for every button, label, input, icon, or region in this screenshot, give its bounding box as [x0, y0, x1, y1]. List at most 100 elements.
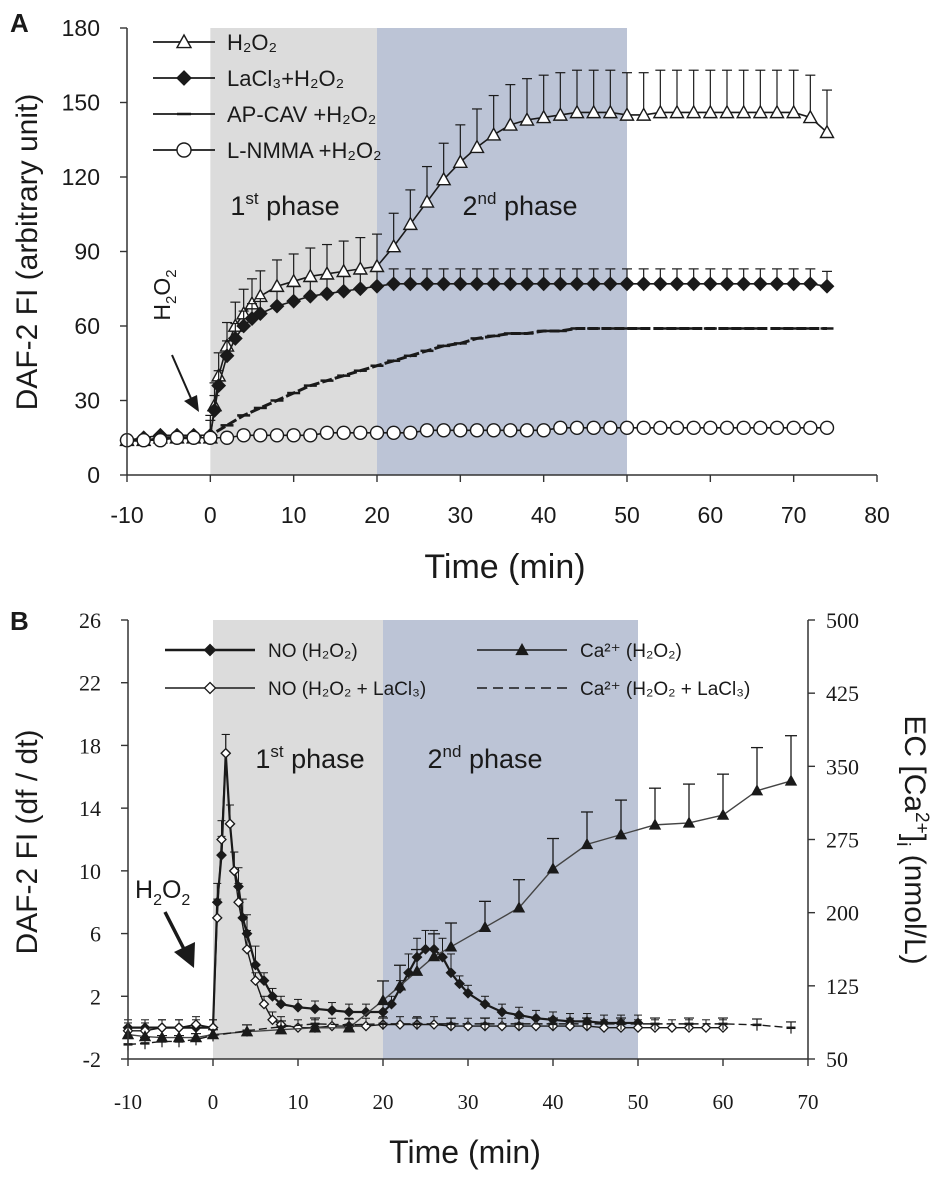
data-point: [387, 426, 400, 439]
data-point: [171, 431, 184, 444]
y2-tick-label: 125: [826, 974, 859, 999]
data-point: [304, 429, 317, 442]
data-point: [637, 277, 650, 290]
legend-marker: [177, 143, 191, 157]
y-axis-label: DAF-2 FI (arbitrary unit): [11, 94, 44, 411]
data-point: [771, 421, 784, 434]
x-tick-label: 0: [204, 502, 217, 528]
data-point: [421, 424, 434, 437]
data-point: [221, 431, 234, 444]
x-tick-label: 60: [698, 502, 724, 528]
x-tick-label: 20: [364, 502, 390, 528]
y2-tick-label: 200: [826, 901, 859, 926]
legend-label: H₂O₂: [227, 30, 277, 55]
y-tick-label: -2: [83, 1047, 101, 1072]
x-tick-label: 30: [458, 1090, 479, 1114]
panel-a: 1st phase 2nd phase -10 0 10 20 30 40 50 60 70 80 0…: [10, 8, 890, 586]
data-point: [704, 277, 717, 290]
arrow-head: [174, 942, 195, 968]
data-point: [154, 434, 167, 447]
y-tick-label: 30: [74, 388, 100, 414]
arrow-shaft: [172, 355, 193, 403]
y-tick-label: 10: [79, 859, 101, 884]
legend-label: L-NMMA +H₂O₂: [227, 138, 382, 163]
x-tick-label: 60: [713, 1090, 734, 1114]
data-point: [487, 424, 500, 437]
annotation-text: H2O2: [149, 269, 180, 320]
x-tick-label: 40: [531, 502, 557, 528]
phase-band-2: [377, 28, 627, 475]
figure: 1st phase 2nd phase -10 0 10 20 30 40 50 60 70 800…: [0, 0, 950, 1180]
data-point: [621, 421, 634, 434]
data-point: [175, 1023, 184, 1032]
data-point: [354, 426, 367, 439]
legend-label: NO (H₂O₂ + LaCl₃): [268, 679, 426, 700]
x-tick-label: 40: [543, 1090, 564, 1114]
x-tick-label: 50: [628, 1090, 649, 1114]
data-point: [321, 426, 334, 439]
data-point: [521, 424, 534, 437]
y-tick-label: 18: [79, 733, 101, 758]
data-point: [554, 421, 567, 434]
legend-marker: [177, 71, 191, 85]
y-axis-label: DAF-2 FI (df / dt): [11, 729, 44, 954]
y2-tick-label: 350: [826, 754, 859, 779]
y2-tick-label: 50: [826, 1047, 848, 1072]
data-point: [237, 429, 250, 442]
arrow-icon: [172, 355, 199, 412]
data-point: [571, 421, 584, 434]
data-point: [654, 277, 667, 290]
y-tick-label: 180: [62, 15, 100, 41]
x-tick-label: -10: [114, 1090, 142, 1114]
data-point: [787, 421, 800, 434]
x-tick-label: 10: [288, 1090, 309, 1114]
data-point: [437, 424, 450, 437]
data-point: [718, 810, 728, 819]
x-tick-label: 0: [208, 1090, 219, 1114]
data-point: [371, 426, 384, 439]
panel-label: A: [10, 8, 29, 38]
legend-label: LaCl₃+H₂O₂: [227, 66, 344, 91]
data-point: [786, 776, 796, 785]
data-point: [687, 421, 700, 434]
y-tick-label: 0: [87, 462, 100, 488]
y-tick-label: 90: [74, 239, 100, 265]
x-tick-label: 70: [781, 502, 807, 528]
data-point: [254, 429, 267, 442]
phase-band-1: [210, 28, 377, 475]
y-tick-label: 2: [90, 984, 101, 1009]
data-point: [754, 421, 767, 434]
x-tick-label: 70: [798, 1090, 819, 1114]
x-tick-label: 10: [281, 502, 307, 528]
data-point: [821, 280, 834, 293]
data-point: [537, 424, 550, 437]
x-tick-label: 50: [614, 502, 640, 528]
annotation-text: H2O2: [135, 876, 190, 909]
data-point: [737, 421, 750, 434]
data-point: [721, 277, 734, 290]
x-tick-label: 30: [448, 502, 474, 528]
y-tick-label: 60: [74, 313, 100, 339]
data-point: [771, 277, 784, 290]
data-point: [637, 421, 650, 434]
data-point: [804, 277, 817, 290]
data-point: [704, 421, 717, 434]
y2-tick-label: 500: [826, 608, 859, 633]
data-point: [821, 421, 834, 434]
y-tick-label: 22: [79, 671, 101, 696]
y-tick-label: 150: [62, 90, 100, 116]
x-axis-label: Time (min): [424, 548, 585, 586]
x-tick-label: 80: [864, 502, 890, 528]
legend-label: AP-CAV +H₂O₂: [227, 102, 376, 127]
y-tick-label: 120: [62, 164, 100, 190]
y2-axis-label: EC [Ca2+]i (nmol/L): [892, 715, 932, 964]
data-point: [337, 426, 350, 439]
y-tick-label: 26: [79, 608, 101, 633]
data-point: [504, 424, 517, 437]
data-point: [671, 421, 684, 434]
x-tick-label: 20: [373, 1090, 394, 1114]
y-tick-label: 6: [90, 922, 101, 947]
legend-item-lnmma: L-NMMA +H₂O₂: [153, 138, 382, 163]
data-point: [687, 277, 700, 290]
legend-item-no_h2o2_la: NO (H₂O₂ + LaCl₃): [165, 679, 426, 700]
